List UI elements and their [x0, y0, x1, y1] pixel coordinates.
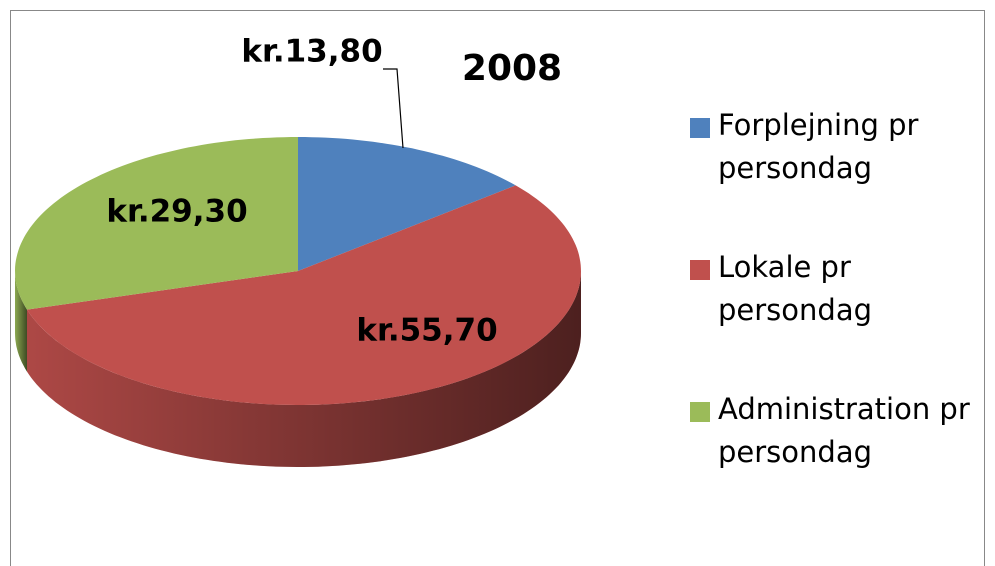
pie-slice: [27, 185, 581, 405]
legend-entry: Lokale pr persondag: [690, 246, 980, 332]
pie: [15, 137, 581, 467]
data-label: kr.29,30: [106, 194, 247, 230]
legend-swatch: [690, 402, 710, 422]
data-label: kr.13,80: [241, 34, 382, 70]
legend-label: Forplejning pr persondag: [718, 108, 919, 185]
legend-label: Lokale pr persondag: [718, 250, 872, 327]
legend: Forplejning pr persondag Lokale pr person…: [690, 104, 980, 530]
chart-title: 2008: [462, 48, 562, 89]
legend-label: Administration pr persondag: [718, 392, 970, 469]
pie-side-shade: [15, 271, 27, 372]
data-label: kr.55,70: [356, 313, 497, 349]
leader-line: [383, 68, 404, 149]
pie-slice: [298, 137, 516, 271]
pie-side-shade: [27, 271, 581, 467]
legend-swatch: [690, 260, 710, 280]
legend-entry: Administration pr persondag: [690, 388, 980, 474]
pie-slice: [15, 137, 298, 310]
legend-swatch: [690, 118, 710, 138]
legend-entry: Forplejning pr persondag: [690, 104, 980, 190]
